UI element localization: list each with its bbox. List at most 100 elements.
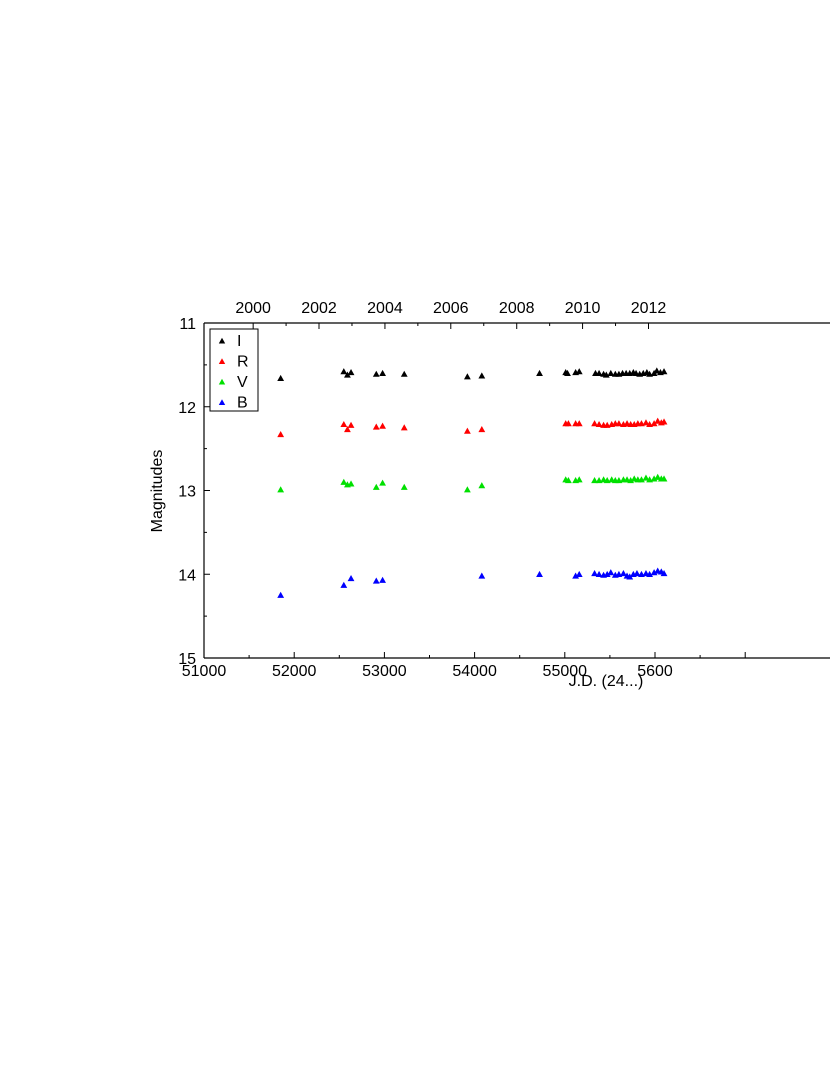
x-tick-label: 53000 (362, 663, 407, 680)
x-tick-label: 51000 (182, 663, 227, 680)
data-point-B (277, 591, 285, 598)
data-point-I (379, 369, 386, 376)
data-point-I (595, 369, 603, 376)
data-point-I (653, 367, 661, 374)
top-tick-label: 2008 (499, 300, 535, 317)
data-point-I (536, 369, 543, 376)
data-point-V (347, 480, 355, 487)
legend-label-I: I (237, 333, 241, 350)
data-point-I (340, 368, 348, 375)
data-point-R (591, 420, 598, 427)
data-point-B (340, 581, 348, 588)
data-point-R (400, 424, 408, 431)
data-point-V (379, 479, 386, 486)
legend-marker-B (218, 399, 226, 406)
legend-box (209, 328, 259, 412)
legend-marker-I (218, 337, 226, 344)
data-point-R (277, 430, 285, 438)
data-point-I (463, 373, 471, 380)
data-point-V (478, 482, 486, 489)
data-point-V (277, 486, 285, 493)
data-point-R (344, 425, 351, 433)
data-point-B (650, 569, 658, 576)
data-point-V (565, 477, 572, 484)
data-point-I (372, 370, 380, 377)
x-tick-label: 52000 (272, 663, 317, 680)
data-point-R (642, 419, 650, 426)
data-point-I (277, 374, 285, 381)
data-point-I (602, 371, 610, 378)
top-tick-label: 2010 (565, 300, 601, 317)
data-point-V (642, 474, 650, 481)
legend-label-V: V (237, 374, 248, 391)
data-point-R (372, 423, 380, 430)
data-point-I (564, 369, 571, 376)
data-point-B (633, 570, 641, 577)
data-point-V (463, 486, 471, 493)
top-tick-label: 2006 (433, 300, 469, 317)
data-point-I (607, 369, 615, 376)
data-point-R (379, 422, 386, 429)
data-point-B (591, 570, 598, 577)
data-point-I (575, 368, 583, 375)
data-point-I (478, 372, 486, 379)
top-tick-label: 2004 (367, 300, 403, 317)
data-point-B (607, 569, 615, 576)
top-tick-label: 2000 (235, 300, 271, 317)
data-point-I (660, 368, 668, 375)
data-point-I (347, 369, 355, 376)
top-tick-label: 2002 (301, 300, 337, 317)
x-axis-label: J.D. (24...) (569, 673, 644, 690)
top-axis-year-ticks: 2000 2002 2004 2006 2008 2010 2012 (235, 300, 666, 329)
data-point-R (654, 417, 662, 424)
y-axis-label: Magnitudes (149, 450, 166, 533)
data-point-B (620, 570, 627, 577)
data-point-R (575, 420, 583, 427)
data-point-B (379, 576, 386, 583)
data-point-B (626, 573, 634, 580)
data-point-I (344, 371, 351, 378)
data-point-R (478, 425, 486, 433)
data-point-R (565, 420, 572, 427)
data-point-B (536, 570, 543, 577)
data-point-B (347, 575, 355, 582)
legend-label-R: R (237, 354, 249, 371)
y-tick-label: 15 (178, 651, 196, 668)
top-tick-label: 2012 (631, 300, 667, 317)
data-point-R (347, 421, 355, 428)
data-point-R (340, 420, 348, 428)
data-point-V (400, 483, 408, 490)
data-point-R (463, 427, 471, 434)
data-point-R (615, 420, 623, 427)
data-point-R (660, 418, 668, 425)
y-tick-label: 13 (178, 484, 196, 501)
data-point-B (575, 570, 583, 577)
x-axis-ticks: 51000 52000 53000 54000 55000 5600 (182, 652, 746, 680)
data-point-V (654, 473, 662, 480)
x-tick-label: 5600 (637, 663, 673, 680)
data-point-B (595, 570, 603, 577)
data-point-V (372, 483, 380, 490)
legend-marker-R (218, 358, 226, 365)
legend-marker-V (218, 378, 226, 385)
data-point-B (478, 572, 486, 579)
x-tick-label: 55000 (543, 663, 588, 680)
data-point-V (575, 476, 583, 483)
x-tick-label: 54000 (452, 663, 497, 680)
y-tick-label: 12 (178, 400, 196, 417)
data-point-V (340, 478, 348, 485)
data-point-B (646, 570, 653, 577)
data-point-V (650, 475, 658, 482)
legend-label-B: B (237, 395, 248, 412)
data-points (277, 367, 668, 598)
y-axis-ticks: 11 12 13 14 15 (178, 316, 210, 668)
y-tick-label: 11 (179, 316, 196, 333)
data-point-I (400, 370, 408, 377)
data-point-B (572, 572, 580, 579)
data-point-B (372, 577, 380, 584)
data-point-B (603, 570, 611, 577)
data-point-V (638, 476, 645, 483)
data-point-R (595, 420, 603, 428)
